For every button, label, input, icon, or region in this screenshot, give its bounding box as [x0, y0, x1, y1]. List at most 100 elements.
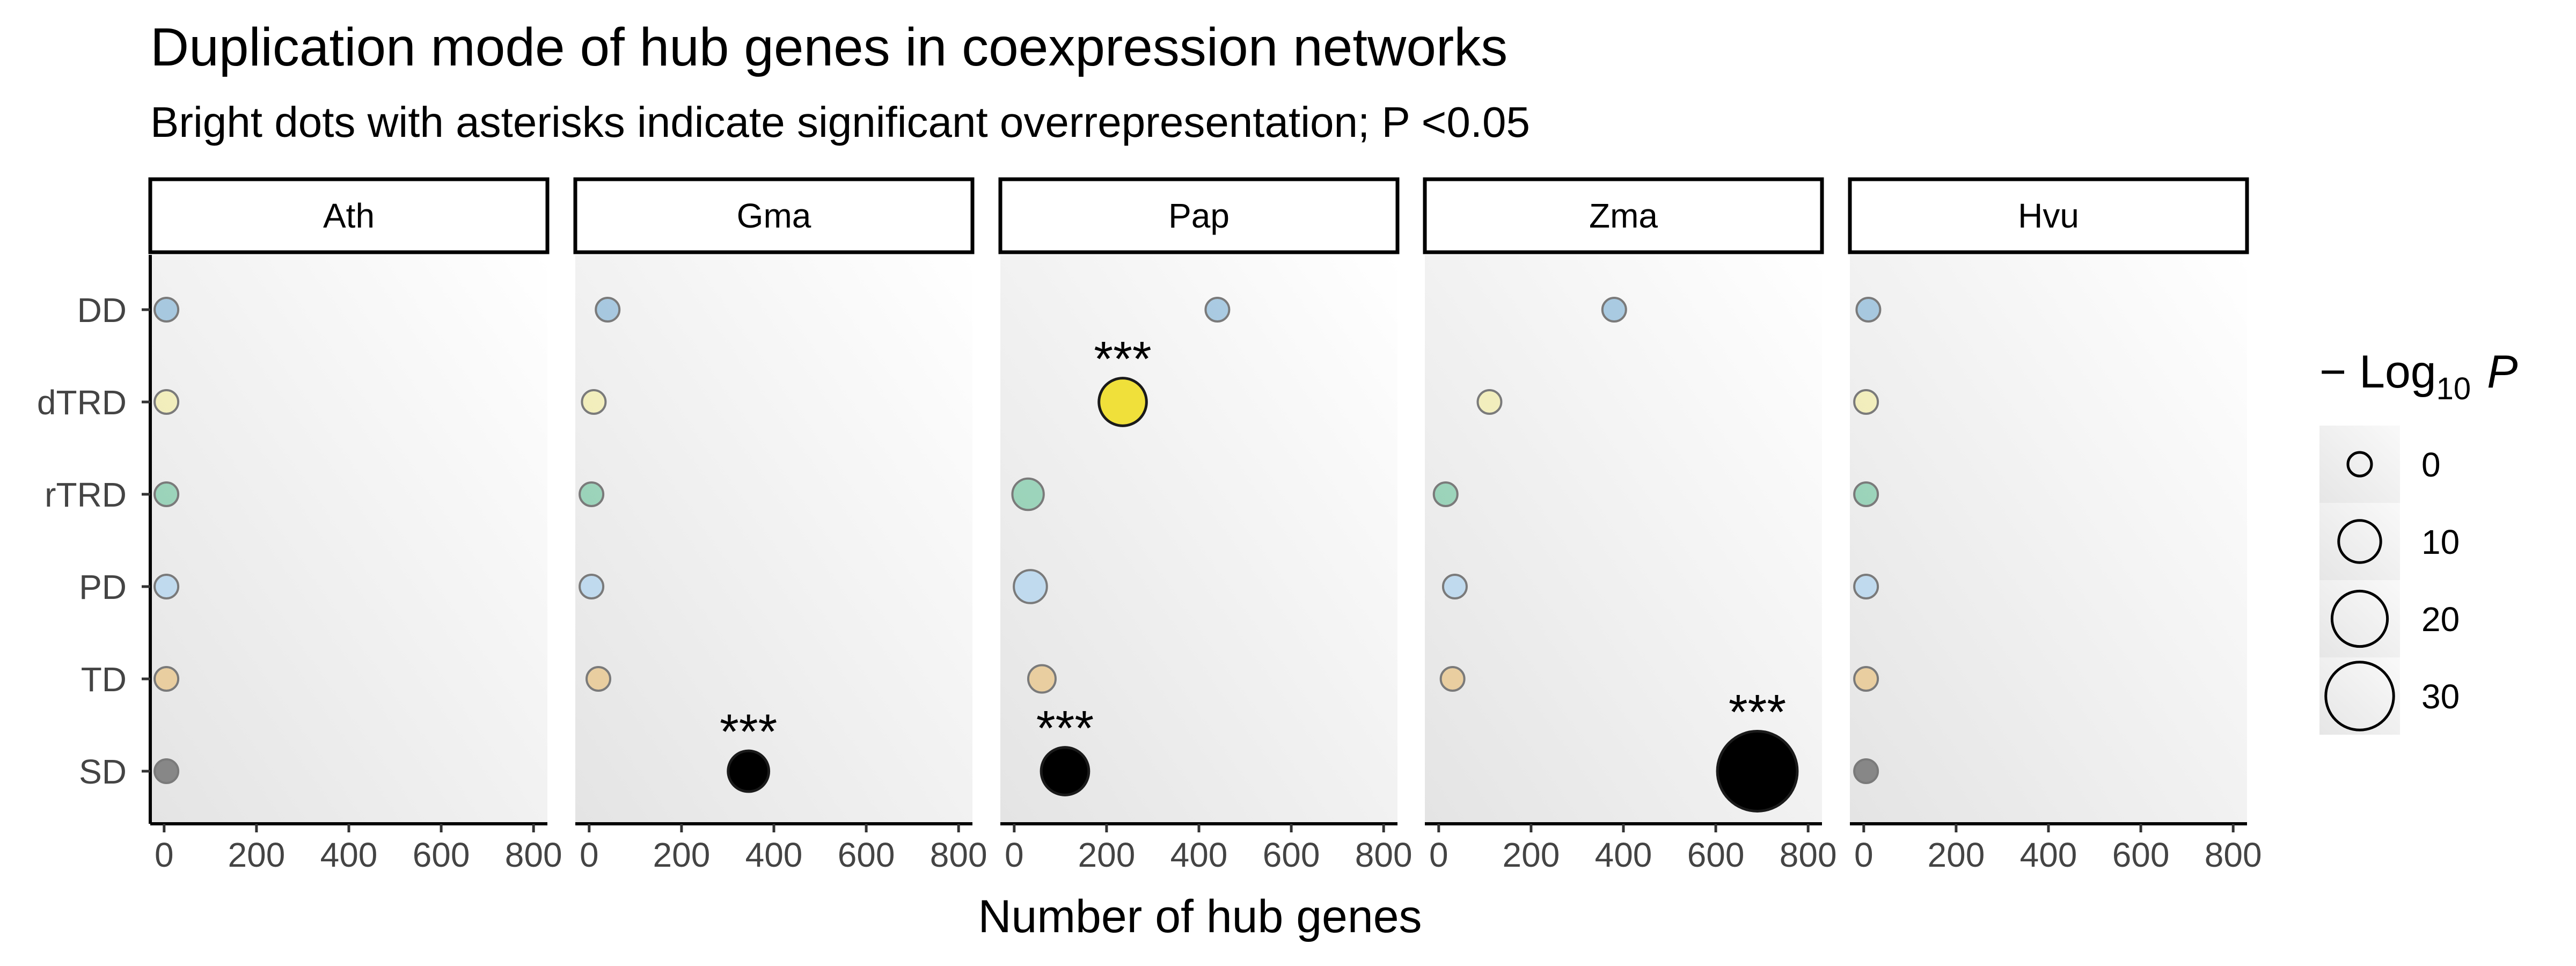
point-gma-dtrd	[581, 389, 607, 415]
facet-zma: Zma 0 200 400 600 800 ***	[1423, 177, 1837, 874]
facet-gma: Gma 0 200 400 600 800 ***	[573, 177, 987, 874]
legend-label: 10	[2421, 523, 2460, 561]
panel-background	[1850, 255, 2247, 824]
x-tick-label: 400	[1170, 836, 1228, 874]
point-hvu-pd	[1853, 574, 1879, 599]
y-tick-label: TD	[81, 660, 127, 699]
x-tick-label: 600	[2112, 836, 2170, 874]
point-ath-rtrd	[153, 481, 180, 507]
point-zma-td	[1439, 666, 1466, 692]
x-tick-label: 200	[228, 836, 286, 874]
point-pap-dtrd	[1097, 377, 1148, 427]
x-tick-label: 0	[1854, 836, 1874, 874]
y-tick-label: PD	[79, 568, 127, 606]
legend-label: 20	[2421, 600, 2460, 639]
x-tick-label: 400	[320, 836, 378, 874]
facet-strip	[1848, 177, 2249, 254]
facet-strip	[573, 177, 975, 254]
facet-strip-label: Zma	[1589, 196, 1658, 235]
point-ath-dtrd	[153, 389, 180, 415]
point-zma-dd	[1601, 297, 1627, 323]
significance-marker: ***	[720, 705, 777, 759]
x-tick-label: 0	[1429, 836, 1448, 874]
legend-key-circle	[2346, 451, 2373, 478]
point-gma-rtrd	[579, 481, 605, 507]
y-tick-label: DD	[77, 291, 127, 330]
point-hvu-td	[1853, 666, 1879, 692]
legend-label: 0	[2421, 445, 2441, 484]
chart-subtitle: Bright dots with asterisks indicate sign…	[150, 98, 1530, 146]
x-tick-label: 200	[1503, 836, 1560, 874]
point-pap-dd	[1204, 297, 1231, 323]
point-gma-dd	[595, 297, 621, 323]
x-tick-label: 0	[155, 836, 174, 874]
point-zma-dtrd	[1476, 389, 1503, 415]
x-tick-label: 800	[930, 836, 987, 874]
significance-marker: ***	[1094, 332, 1151, 387]
point-pap-pd	[1013, 569, 1048, 604]
x-tick-label: 0	[1005, 836, 1024, 874]
y-tick-label: rTRD	[45, 475, 127, 514]
x-tick-label: 800	[2205, 836, 2262, 874]
facet-panels: Ath 0 200 400 600 800 Gma 0 200 400 600 800 *** Pap 0 2…	[148, 177, 2262, 874]
y-tick-label: SD	[79, 752, 127, 791]
x-tick-label: 800	[505, 836, 562, 874]
legend-key-background	[2319, 657, 2400, 735]
x-tick-label: 800	[1780, 836, 1837, 874]
point-zma-rtrd	[1432, 481, 1459, 507]
point-hvu-rtrd	[1853, 481, 1879, 507]
point-zma-pd	[1441, 574, 1468, 599]
point-gma-td	[586, 666, 612, 692]
legend-key-circle	[2337, 519, 2382, 564]
x-tick-label: 600	[1687, 836, 1745, 874]
facet-hvu: Hvu 0 200 400 600 800	[1848, 177, 2262, 874]
x-tick-label: 400	[2020, 836, 2077, 874]
legend-key-background	[2319, 503, 2400, 580]
facet-strip	[1423, 177, 1824, 254]
x-tick-label: 200	[1928, 836, 1985, 874]
legend-key-background	[2319, 426, 2400, 503]
point-pap-td	[1027, 664, 1057, 694]
point-gma-sd	[727, 749, 771, 793]
point-ath-pd	[153, 574, 180, 599]
x-axis-label: Number of hub genes	[978, 891, 1422, 942]
x-tick-label: 600	[413, 836, 470, 874]
facet-strip-label: Gma	[737, 196, 811, 235]
panel-background	[1000, 255, 1397, 824]
x-tick-label: 600	[838, 836, 895, 874]
legend-key-circle	[2330, 589, 2389, 648]
legend-title-subscript: 10	[2436, 371, 2471, 406]
point-ath-td	[153, 666, 180, 692]
facet-pap: Pap 0 200 400 600 800 *** ***	[998, 177, 1413, 874]
point-pap-rtrd	[1011, 477, 1045, 511]
facet-strip-label: Ath	[323, 196, 375, 235]
chart-title: Duplication mode of hub genes in coexpre…	[150, 17, 1507, 77]
x-tick-label: 800	[1355, 836, 1413, 874]
x-tick-label: 600	[1263, 836, 1320, 874]
panel-background	[150, 255, 547, 824]
legend-title-suffix: P	[2487, 346, 2518, 398]
x-tick-label: 0	[580, 836, 599, 874]
legend-label: 30	[2421, 677, 2460, 716]
facet-strip	[998, 177, 1400, 254]
legend-key-circle	[2324, 661, 2395, 731]
point-hvu-sd	[1853, 758, 1879, 784]
point-hvu-dtrd	[1853, 389, 1879, 415]
significance-marker: ***	[1729, 685, 1786, 740]
point-gma-pd	[579, 574, 605, 599]
panel-background	[575, 255, 972, 824]
panel-background	[1425, 255, 1822, 824]
y-tick-label: dTRD	[37, 383, 127, 422]
point-hvu-dd	[1855, 297, 1882, 323]
facet-strip-label: Pap	[1168, 196, 1230, 235]
significance-marker: ***	[1036, 701, 1094, 756]
facet-ath: Ath 0 200 400 600 800	[148, 177, 562, 874]
point-ath-dd	[153, 297, 180, 323]
x-tick-label: 400	[1595, 836, 1652, 874]
facet-strip	[148, 177, 550, 254]
legend-title: − Log10 P	[2319, 346, 2518, 406]
x-tick-label: 200	[1078, 836, 1136, 874]
legend-title-prefix: − Log	[2319, 346, 2436, 398]
